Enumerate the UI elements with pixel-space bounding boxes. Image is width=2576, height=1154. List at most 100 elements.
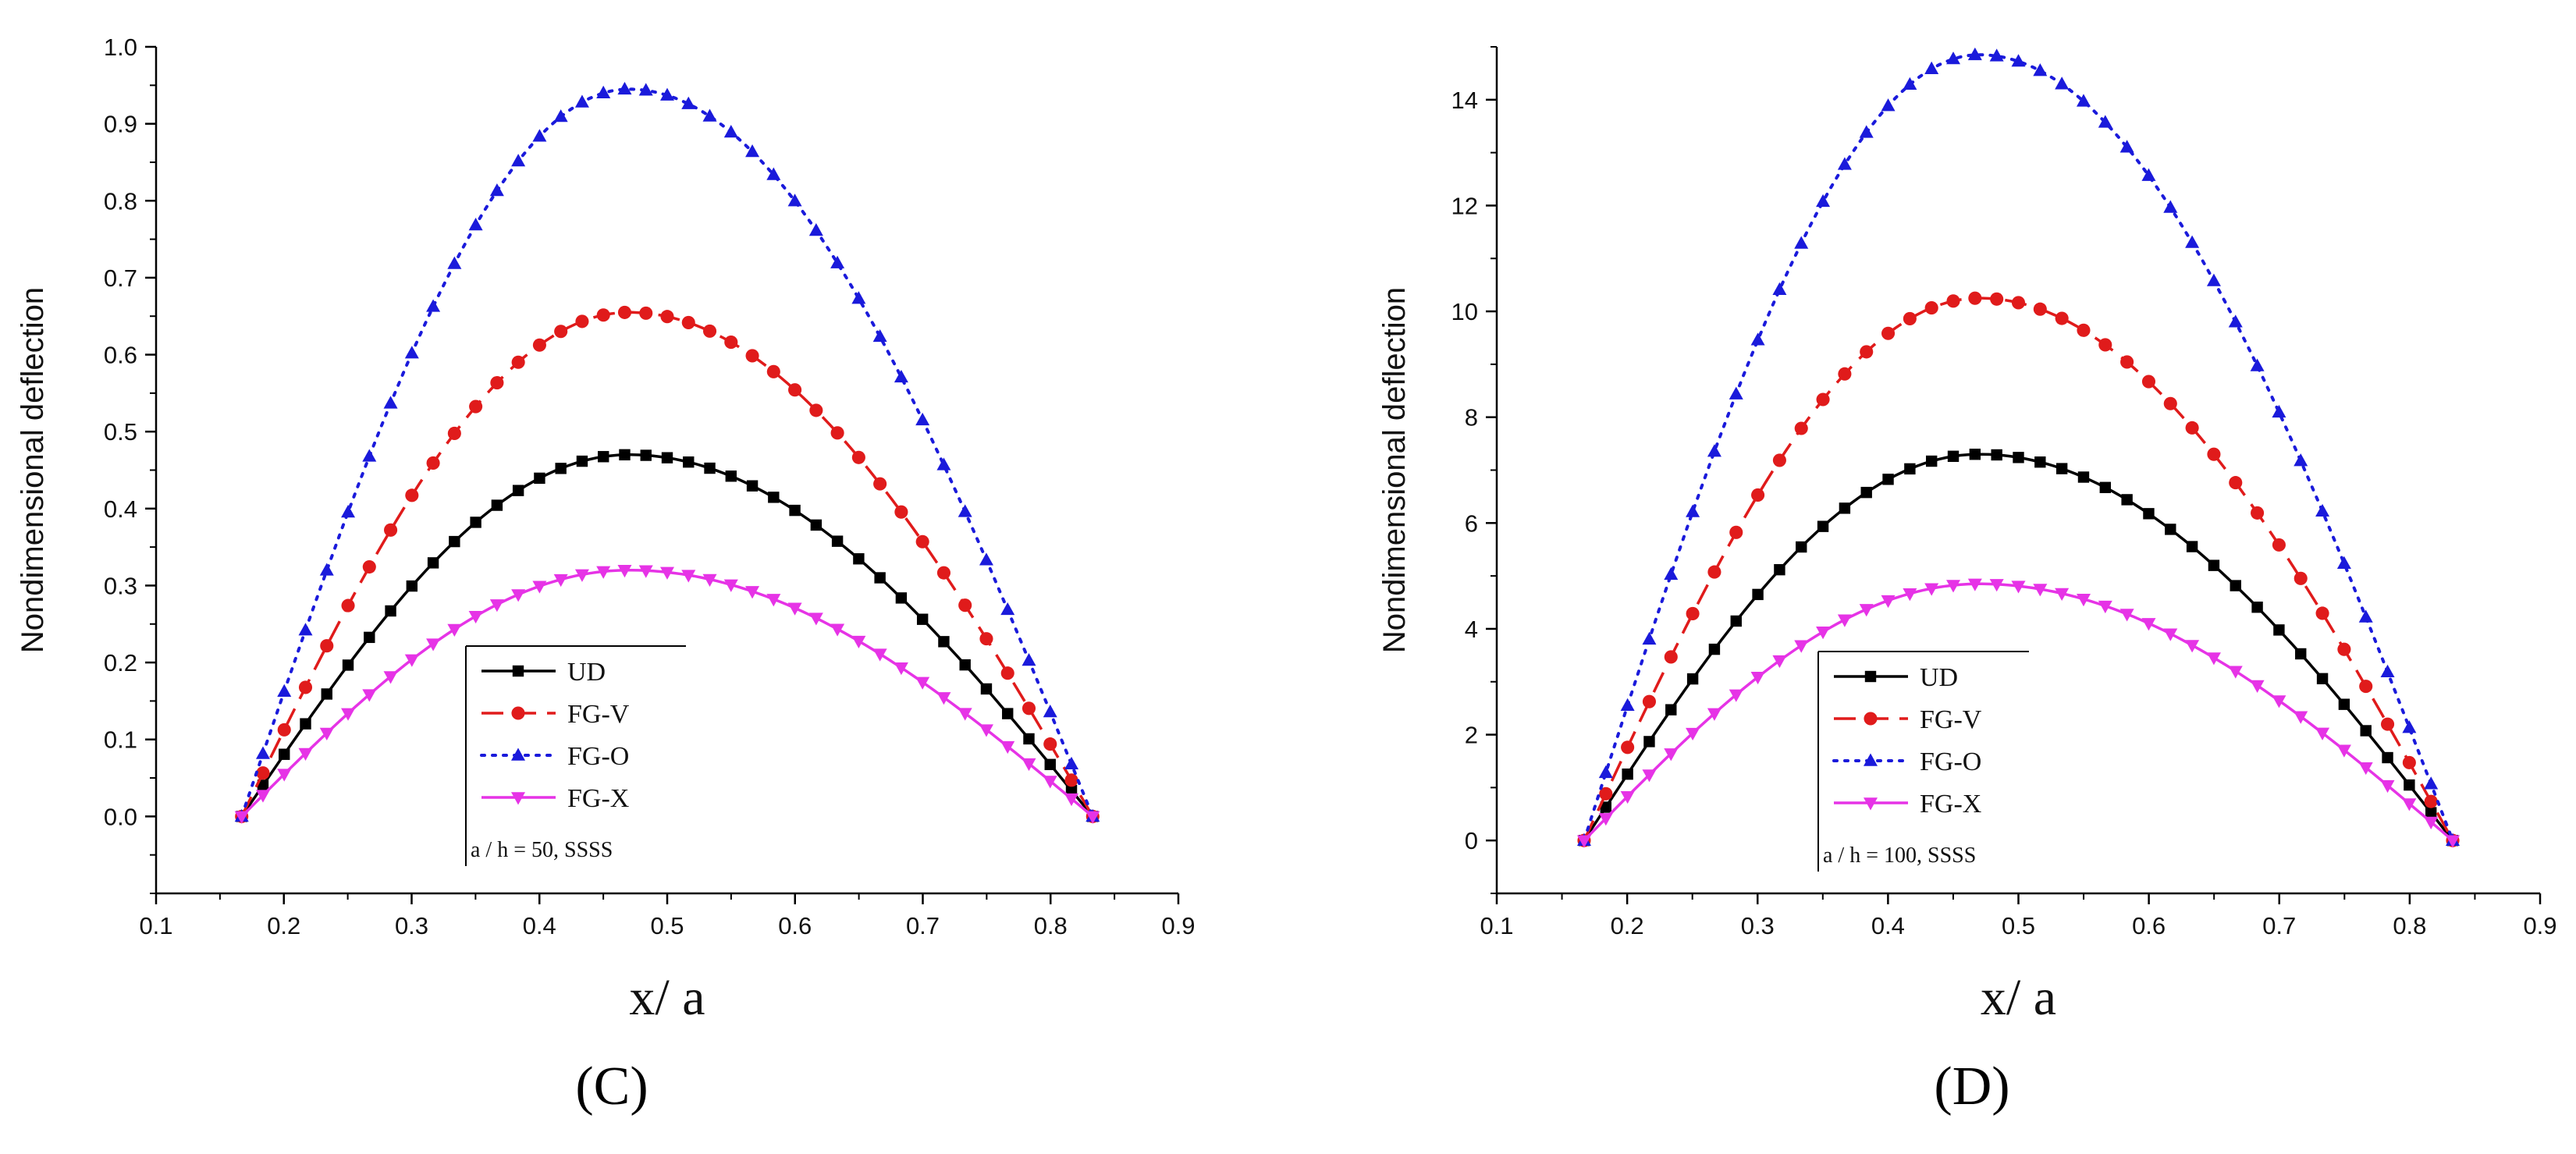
data-point (2011, 296, 2026, 310)
data-point (576, 455, 588, 467)
data-point (979, 632, 993, 646)
legend-marker-ud (1864, 670, 1877, 683)
data-point (1729, 689, 1743, 702)
data-point (1022, 758, 1036, 772)
legend-label-ud: UD (1920, 663, 1958, 692)
series-fg-o (1576, 47, 2461, 846)
data-point (362, 449, 377, 462)
data-point (2380, 664, 2395, 677)
data-point (341, 505, 356, 518)
data-point (1707, 565, 1721, 579)
data-point (468, 218, 483, 231)
data-point (1903, 311, 1917, 325)
data-point (1686, 727, 1700, 741)
data-point (2337, 642, 2351, 656)
data-point (2315, 606, 2329, 620)
data-point (404, 346, 419, 359)
data-point (788, 383, 802, 397)
data-point (385, 605, 396, 617)
data-point (1947, 450, 1960, 463)
data-point (2336, 556, 2351, 569)
x-tick-label: 0.9 (1161, 912, 1195, 939)
data-point (1816, 627, 1831, 640)
y-tick-label: 8 (1465, 404, 1478, 431)
data-point (2163, 200, 2178, 213)
data-point (1967, 578, 1982, 591)
data-point (2250, 680, 2265, 694)
data-point (2055, 76, 2070, 90)
legend-label-fg-o: FG-O (567, 742, 629, 771)
x-tick-label: 0.5 (650, 912, 684, 939)
data-point (2186, 541, 2198, 552)
data-point (532, 338, 546, 352)
data-point (1044, 758, 1056, 770)
data-point (1664, 566, 1679, 581)
data-point (341, 708, 356, 721)
data-point (1000, 666, 1014, 680)
data-point (1085, 811, 1100, 824)
data-point (681, 96, 696, 109)
data-point (1750, 332, 1765, 346)
data-point (810, 519, 823, 531)
data-point (2230, 580, 2241, 591)
data-point (2424, 816, 2439, 829)
data-point (724, 336, 738, 350)
data-point (1064, 793, 1079, 807)
data-point (2055, 463, 2068, 474)
y-tick-label: 0.7 (104, 265, 137, 292)
data-point (1794, 421, 1808, 435)
data-point (426, 456, 440, 470)
data-point (2077, 471, 2090, 483)
data-point (745, 349, 759, 363)
data-point (279, 748, 290, 760)
data-point (979, 552, 993, 566)
data-point (511, 589, 526, 602)
data-point (364, 631, 375, 644)
data-point (1621, 740, 1635, 755)
data-point (2141, 618, 2156, 631)
x-tick-label: 0.3 (395, 912, 428, 939)
data-point (1989, 579, 2004, 592)
data-point (1752, 588, 1764, 601)
data-point (2424, 776, 2439, 790)
data-point (1772, 453, 1786, 467)
data-point (1730, 615, 1742, 627)
data-point (1903, 76, 1917, 91)
data-point (2185, 640, 2200, 653)
data-point (342, 659, 354, 671)
data-point (1946, 580, 1961, 593)
data-point (596, 85, 611, 98)
data-point (638, 565, 653, 578)
data-point (1839, 502, 1851, 514)
data-point (1664, 748, 1679, 762)
series-ud (1578, 449, 2459, 847)
data-point (1904, 463, 1916, 475)
data-point (894, 505, 908, 519)
data-point (938, 636, 950, 648)
data-point (980, 683, 993, 695)
y-tick-label: 0.9 (104, 111, 137, 138)
data-point (2163, 628, 2178, 641)
data-point (2206, 273, 2221, 286)
y-tick-label: 0.8 (104, 187, 137, 215)
data-point (831, 535, 844, 547)
data-point (511, 154, 526, 167)
data-point (808, 613, 823, 626)
data-point (958, 504, 972, 517)
data-point (2013, 452, 2024, 463)
data-point (894, 369, 908, 383)
data-point (447, 256, 462, 269)
data-point (745, 144, 760, 158)
data-point (1664, 650, 1678, 664)
x-tick-label: 0.1 (1480, 912, 1513, 939)
data-point (1707, 444, 1721, 457)
data-point (1064, 756, 1079, 770)
data-point (1837, 614, 1852, 627)
data-point (2119, 140, 2134, 153)
data-point (277, 684, 292, 697)
data-point (725, 470, 737, 482)
data-point (1881, 326, 1896, 340)
data-point (745, 586, 760, 599)
legend-label-fg-v: FG-V (1920, 705, 1982, 734)
